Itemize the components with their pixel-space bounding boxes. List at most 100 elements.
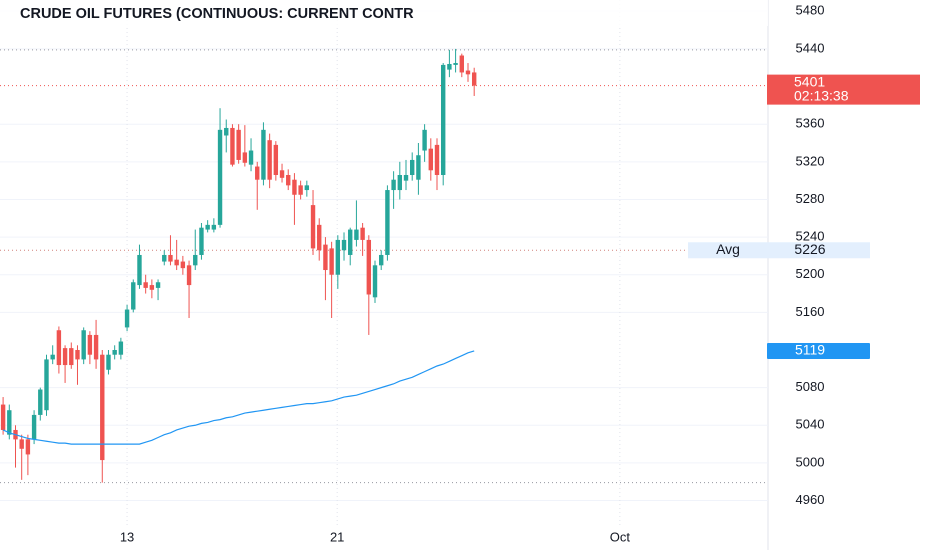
candle-body <box>292 179 297 195</box>
candle-body <box>93 334 99 360</box>
ma-tag-label: 5119 <box>795 342 825 358</box>
candle-body <box>459 55 464 73</box>
avg-tag-value: 5226 <box>794 241 825 257</box>
candle-body <box>118 341 124 355</box>
candle-body <box>279 170 285 178</box>
candle-body <box>453 63 458 65</box>
candle-body <box>25 439 31 455</box>
candle-body <box>236 129 241 160</box>
candle-body <box>193 254 198 266</box>
candle-body <box>131 282 136 310</box>
y-tick-label: 5480 <box>796 3 825 18</box>
candle-body <box>317 224 322 251</box>
candle-body <box>273 144 279 175</box>
candle-body <box>7 410 12 435</box>
candle-body <box>162 254 167 262</box>
candle-body <box>335 239 341 275</box>
last-price-label: 5401 <box>794 73 825 89</box>
candle-body <box>100 354 105 461</box>
candle-body <box>168 254 173 262</box>
candle-body <box>471 72 477 86</box>
candle-body <box>56 330 62 366</box>
y-tick-label: 5240 <box>796 229 825 244</box>
candle-body <box>354 229 359 240</box>
candle-body <box>410 159 415 175</box>
x-tick-label: Oct <box>610 529 631 544</box>
candle-body <box>69 348 74 366</box>
y-tick-label: 5360 <box>796 116 825 131</box>
candle-body <box>397 175 403 191</box>
candle-body <box>137 254 142 286</box>
candle-body <box>267 140 272 180</box>
candle-body <box>385 190 390 255</box>
candle-body <box>341 239 347 251</box>
candle-body <box>50 354 55 360</box>
countdown-label: 02:13:38 <box>794 87 849 103</box>
y-tick-label: 4960 <box>796 492 825 507</box>
candle-body <box>416 155 421 180</box>
candle-body <box>224 127 229 136</box>
y-tick-label: 5280 <box>796 191 825 206</box>
moving-average-line <box>2 350 475 445</box>
candle-body <box>323 244 328 271</box>
candle-body <box>87 334 93 355</box>
plot <box>0 48 477 483</box>
avg-tag-name: Avg <box>716 241 740 257</box>
candle-body <box>391 179 396 191</box>
y-tick-label: 5080 <box>796 379 825 394</box>
chart-title: CRUDE OIL FUTURES (CONTINUOUS: CURRENT C… <box>20 6 414 22</box>
ma-tag <box>767 342 870 359</box>
candle-body <box>360 227 365 240</box>
y-tick-label: 5040 <box>796 417 825 432</box>
tags: 4960 5000 5040 5080 5160 5200 5240 5280 5320 5360… <box>120 3 920 544</box>
candle-body <box>143 282 148 288</box>
candle-body <box>31 414 37 440</box>
candle-body <box>106 354 111 370</box>
candle-body <box>230 127 235 165</box>
candle-body <box>286 175 291 186</box>
candle-body <box>149 285 155 290</box>
candle-body <box>434 144 440 175</box>
candle-body <box>38 389 43 415</box>
candle-body <box>81 330 86 360</box>
last-price-tag <box>767 74 920 105</box>
candle-body <box>248 150 254 165</box>
candle-body <box>124 309 130 328</box>
candle-body <box>440 64 446 175</box>
grid <box>0 0 768 525</box>
y-tick-label: 5200 <box>796 266 825 281</box>
candle-body <box>174 259 179 266</box>
candle-body <box>447 63 452 70</box>
candle-body <box>329 248 334 275</box>
candle-body <box>155 282 161 288</box>
candle-body <box>112 350 117 355</box>
candle-body <box>211 224 217 230</box>
candle-body <box>205 224 210 230</box>
candle-body <box>19 439 24 449</box>
candle-body <box>348 229 353 255</box>
candle-body <box>199 227 204 255</box>
y-tick-label: 5000 <box>796 454 825 469</box>
candle-body <box>62 348 68 366</box>
candle-body <box>0 404 6 430</box>
candle-body <box>465 70 471 75</box>
candle-body <box>75 350 80 360</box>
candle-body <box>180 261 186 269</box>
candle-body <box>403 175 409 181</box>
candle-body <box>242 152 248 163</box>
candle-body <box>261 129 266 180</box>
title-backdrop <box>0 0 768 26</box>
x-tick-label: 21 <box>330 529 344 544</box>
candle-body <box>428 148 433 171</box>
candle-body <box>304 185 310 191</box>
candle-body <box>379 254 384 266</box>
candle-body <box>298 185 303 195</box>
avg-tag <box>688 242 870 259</box>
candle-body <box>44 359 49 411</box>
x-tick-label: 13 <box>120 529 134 544</box>
candle-body <box>255 166 260 180</box>
y-tick-label: 5440 <box>796 40 825 55</box>
candle-body <box>310 205 316 249</box>
candle-body <box>186 265 192 286</box>
